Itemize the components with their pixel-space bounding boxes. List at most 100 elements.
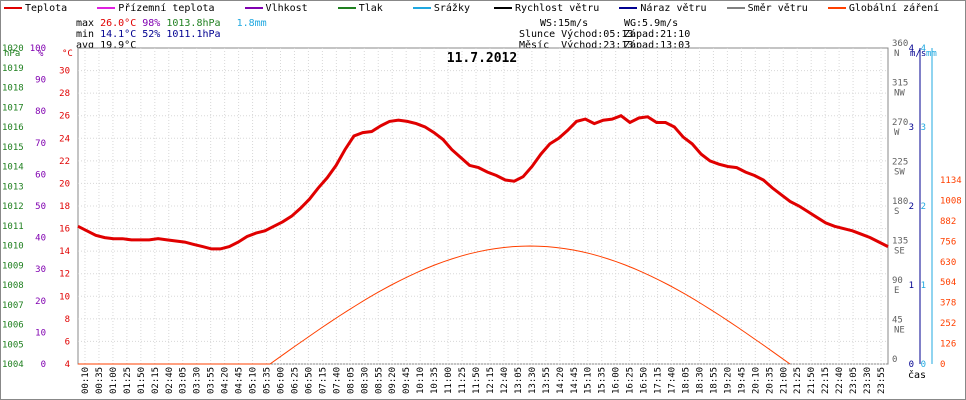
winddir-tick-label: E [894, 286, 899, 296]
x-tick-label: 06:25 [290, 367, 300, 394]
winddir-tick-label: W [894, 128, 900, 138]
pressure-tick-label: 1004 [2, 360, 24, 370]
winddir-tick-label: SW [894, 168, 905, 178]
x-tick-label: 00:35 [95, 367, 105, 394]
wind-axis-label: m/s [910, 49, 926, 59]
x-tick-label: 21:00 [779, 367, 789, 394]
radiation-tick-label: 630 [940, 258, 956, 268]
temp-tick-label: 22 [59, 157, 70, 167]
humidity-tick-label: 70 [35, 139, 46, 149]
x-tick-label: 01:50 [137, 367, 147, 394]
temp-tick-label: 30 [59, 67, 70, 77]
pressure-tick-label: 1019 [2, 64, 24, 74]
pressure-tick-label: 1005 [2, 340, 24, 350]
series-teplota [77, 114, 889, 251]
x-tick-label: 02:40 [165, 367, 175, 394]
pressure-tick-label: 1014 [2, 163, 24, 173]
rain-tick-label: 3 [921, 123, 926, 133]
x-tick-label: 03:05 [179, 367, 189, 394]
winddir-tick-label: 180 [892, 197, 908, 207]
x-tick-label: 11:00 [444, 367, 454, 394]
x-axis-label: čas [908, 369, 926, 381]
x-tick-label: 13:05 [514, 367, 524, 394]
stats-max: max 26.0°C 98% 1013.8hPa 1.8mm [76, 18, 267, 29]
radiation-tick-label: 1134 [940, 176, 962, 186]
x-tick-label: 07:15 [318, 367, 328, 394]
radiation-tick-label: 1008 [940, 196, 962, 206]
pressure-tick-label: 1018 [2, 84, 24, 94]
rain-tick-label: 2 [921, 202, 926, 212]
winddir-tick-label: S [894, 207, 899, 217]
rain-tick-label: 1 [921, 281, 926, 291]
winddir-tick-label: 225 [892, 158, 908, 168]
radiation-tick-label: 126 [940, 340, 956, 350]
winddir-tick-label: 270 [892, 118, 908, 128]
temp-tick-label: 28 [59, 89, 70, 99]
winddir-tick-label: NE [894, 326, 905, 336]
x-tick-label: 19:20 [723, 367, 733, 394]
radiation-tick-label: 378 [940, 299, 956, 309]
x-tick-label: 10:10 [416, 367, 426, 394]
radiation-area [78, 245, 791, 365]
x-tick-label: 18:05 [682, 367, 692, 394]
x-tick-label: 11:25 [458, 367, 468, 394]
pressure-tick-label: 1010 [2, 242, 24, 252]
x-tick-label: 18:55 [709, 367, 719, 394]
temp-tick-label: 18 [59, 202, 70, 212]
x-tick-label: 07:40 [332, 367, 342, 394]
x-tick-label: 04:45 [235, 367, 245, 394]
x-tick-label: 20:35 [765, 367, 775, 394]
moon-set: Západ:13:03 [624, 40, 691, 51]
x-tick-label: 14:20 [556, 367, 566, 394]
stats-avg: avg 19.9°C [76, 40, 137, 51]
humidity-tick-label: 10 [35, 328, 46, 338]
radiation-tick-label: 252 [940, 319, 956, 329]
x-tick-label: 21:25 [793, 367, 803, 394]
rain-tick-label: 4 [921, 44, 926, 54]
pressure-tick-label: 1017 [2, 103, 24, 113]
x-tick-label: 01:00 [109, 367, 119, 394]
x-tick-label: 05:35 [263, 367, 273, 394]
winddir-tick-label: SE [894, 247, 905, 257]
temp-tick-label: 24 [59, 134, 70, 144]
x-tick-label: 16:50 [640, 367, 650, 394]
winddir-tick-label: N [894, 49, 899, 59]
x-tick-label: 03:55 [207, 367, 217, 394]
grid [77, 47, 889, 365]
winddir-tick-label: 360 [892, 39, 908, 49]
x-tick-label: 06:00 [277, 367, 287, 394]
x-tick-label: 17:40 [668, 367, 678, 394]
x-tick-label: 15:35 [598, 367, 608, 394]
radiation-clear-sky-curve [78, 245, 791, 365]
humidity-tick-label: 0 [41, 360, 46, 370]
winddir-tick-label: 90 [892, 276, 903, 286]
x-tick-label: 23:55 [877, 367, 887, 394]
series-lines [77, 114, 889, 251]
legend: Teplota Přízemní teplota Vlhkost Tlak Sr… [4, 3, 939, 14]
pressure-tick-label: 1013 [2, 182, 24, 192]
wind-tick-label: 1 [909, 281, 914, 291]
legend-globalni-zareni: Globální záření [827, 3, 939, 14]
x-tick-label: 13:30 [528, 367, 538, 394]
pressure-tick-label: 1015 [2, 143, 24, 153]
x-tick-label: 08:05 [346, 367, 356, 394]
winddir-tick-label: 315 [892, 79, 908, 89]
x-tick-label: 21:50 [807, 367, 817, 394]
x-tick-label: 04:20 [221, 367, 231, 394]
x-tick-label: 20:10 [751, 367, 761, 394]
humidity-tick-label: 90 [35, 76, 46, 86]
humidity-tick-label: 60 [35, 170, 46, 180]
moon-info: Měsíc Východ:23:13 [519, 40, 634, 51]
x-tick-label: 03:30 [193, 367, 203, 394]
legend-naraz-vetru: Náraz větru [619, 3, 707, 14]
legend-vlhkost: Vlhkost [244, 3, 308, 14]
x-tick-label: 00:10 [81, 367, 91, 394]
temp-tick-label: 8 [65, 315, 70, 325]
x-tick-label: 22:40 [835, 367, 845, 394]
temp-tick-label: 14 [59, 247, 70, 257]
pressure-tick-label: 1011 [2, 222, 24, 232]
wind-ws: WS:15m/s [540, 18, 589, 29]
humidity-tick-label: 30 [35, 265, 46, 275]
x-tick-label: 13:55 [542, 367, 552, 394]
